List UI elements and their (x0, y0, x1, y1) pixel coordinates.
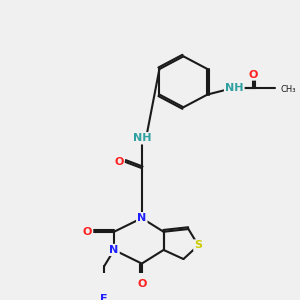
Text: O: O (82, 227, 92, 237)
Text: N: N (110, 245, 119, 255)
Text: S: S (194, 240, 202, 250)
Text: F: F (100, 294, 108, 300)
Text: O: O (137, 280, 146, 290)
Text: O: O (248, 70, 258, 80)
Text: NH: NH (133, 133, 151, 143)
Text: CH₃: CH₃ (281, 85, 296, 94)
Text: O: O (114, 157, 124, 167)
Text: NH: NH (225, 83, 244, 93)
Text: N: N (137, 213, 146, 223)
